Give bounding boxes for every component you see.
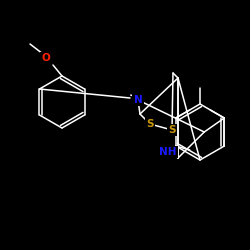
Text: O: O	[42, 53, 50, 63]
Text: S: S	[146, 119, 154, 129]
Text: NH: NH	[159, 147, 177, 157]
Text: S: S	[168, 125, 176, 135]
Text: N: N	[134, 95, 142, 105]
